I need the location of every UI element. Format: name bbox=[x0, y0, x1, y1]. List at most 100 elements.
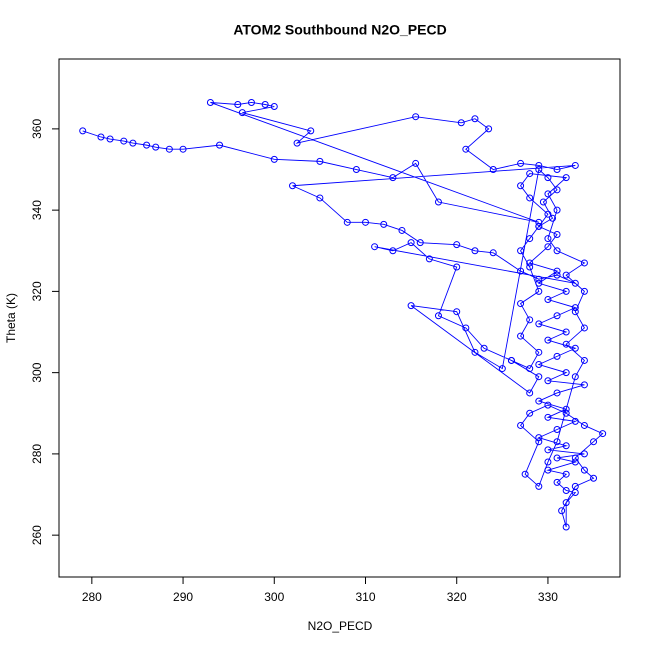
data-point bbox=[562, 340, 570, 348]
data-point bbox=[580, 287, 588, 295]
data-point bbox=[548, 214, 556, 222]
data-point bbox=[580, 356, 588, 364]
data-point bbox=[517, 159, 525, 167]
data-point bbox=[526, 170, 534, 178]
data-point bbox=[412, 113, 420, 121]
data-point bbox=[489, 249, 497, 257]
data-point bbox=[553, 186, 561, 194]
x-tick-label: 280 bbox=[82, 590, 102, 604]
data-point bbox=[526, 409, 534, 417]
data-point bbox=[544, 296, 552, 304]
data-point bbox=[352, 166, 360, 174]
data-point bbox=[389, 174, 397, 182]
data-point bbox=[526, 194, 534, 202]
x-tick-label: 310 bbox=[355, 590, 375, 604]
data-point bbox=[544, 466, 552, 474]
data-point bbox=[562, 287, 570, 295]
data-line bbox=[82, 102, 604, 528]
data-point bbox=[270, 103, 278, 111]
data-point bbox=[580, 381, 588, 389]
data-point bbox=[535, 373, 543, 381]
data-point bbox=[580, 450, 588, 458]
data-point bbox=[535, 348, 543, 356]
data-point bbox=[97, 133, 105, 141]
data-point bbox=[544, 235, 552, 243]
data-point bbox=[562, 486, 570, 494]
y-tick-label: 360 bbox=[30, 119, 44, 139]
data-point bbox=[480, 344, 488, 352]
data-point bbox=[553, 206, 561, 214]
x-tick-label: 290 bbox=[173, 590, 193, 604]
data-point bbox=[380, 220, 388, 228]
data-point bbox=[562, 470, 570, 478]
data-point bbox=[206, 98, 214, 106]
x-tick-label: 300 bbox=[264, 590, 284, 604]
data-point bbox=[165, 145, 173, 153]
data-point bbox=[425, 255, 433, 263]
chart-title: ATOM2 Southbound N2O_PECD bbox=[233, 22, 446, 38]
data-point bbox=[562, 174, 570, 182]
data-point bbox=[580, 466, 588, 474]
data-point bbox=[580, 421, 588, 429]
data-point bbox=[544, 190, 552, 198]
data-point bbox=[553, 271, 561, 279]
data-point bbox=[517, 267, 525, 275]
data-point bbox=[457, 119, 465, 127]
data-point bbox=[234, 101, 242, 109]
data-point bbox=[517, 182, 525, 190]
data-point bbox=[434, 312, 442, 320]
y-tick-label: 320 bbox=[30, 281, 44, 301]
data-point bbox=[562, 369, 570, 377]
data-point bbox=[152, 143, 160, 151]
data-point bbox=[553, 352, 561, 360]
y-tick-label: 260 bbox=[30, 525, 44, 545]
data-point bbox=[398, 226, 406, 234]
data-point bbox=[553, 312, 561, 320]
data-point bbox=[571, 482, 579, 490]
data-point bbox=[562, 409, 570, 417]
data-point bbox=[535, 320, 543, 328]
data-point bbox=[535, 166, 543, 174]
data-point bbox=[590, 438, 598, 446]
data-point bbox=[316, 157, 324, 165]
data-point bbox=[129, 139, 137, 147]
data-point bbox=[544, 446, 552, 454]
data-point bbox=[489, 166, 497, 174]
data-point bbox=[562, 271, 570, 279]
data-point bbox=[571, 308, 579, 316]
x-tick-label: 330 bbox=[538, 590, 558, 604]
data-point bbox=[462, 145, 470, 153]
data-point bbox=[361, 218, 369, 226]
data-point bbox=[535, 275, 543, 283]
data-point bbox=[270, 155, 278, 163]
data-point bbox=[247, 98, 255, 106]
data-point bbox=[544, 413, 552, 421]
data-point bbox=[526, 235, 534, 243]
data-point bbox=[553, 166, 561, 174]
data-point bbox=[526, 316, 534, 324]
data-point bbox=[389, 247, 397, 255]
data-point bbox=[562, 442, 570, 450]
data-point bbox=[553, 478, 561, 486]
data-point bbox=[453, 263, 461, 271]
data-point bbox=[562, 499, 570, 507]
data-point bbox=[544, 243, 552, 251]
data-point bbox=[371, 243, 379, 251]
data-point bbox=[571, 161, 579, 169]
data-point bbox=[539, 198, 547, 206]
data-point bbox=[293, 139, 301, 147]
x-axis-label: N2O_PECD bbox=[308, 619, 373, 633]
data-point bbox=[79, 127, 87, 135]
data-point bbox=[535, 397, 543, 405]
data-point bbox=[544, 174, 552, 182]
data-point bbox=[553, 247, 561, 255]
data-point bbox=[562, 405, 570, 413]
data-point bbox=[535, 218, 543, 226]
data-point bbox=[521, 470, 529, 478]
data-point bbox=[471, 247, 479, 255]
data-point bbox=[216, 141, 224, 149]
data-point bbox=[407, 302, 415, 310]
data-point bbox=[453, 308, 461, 316]
